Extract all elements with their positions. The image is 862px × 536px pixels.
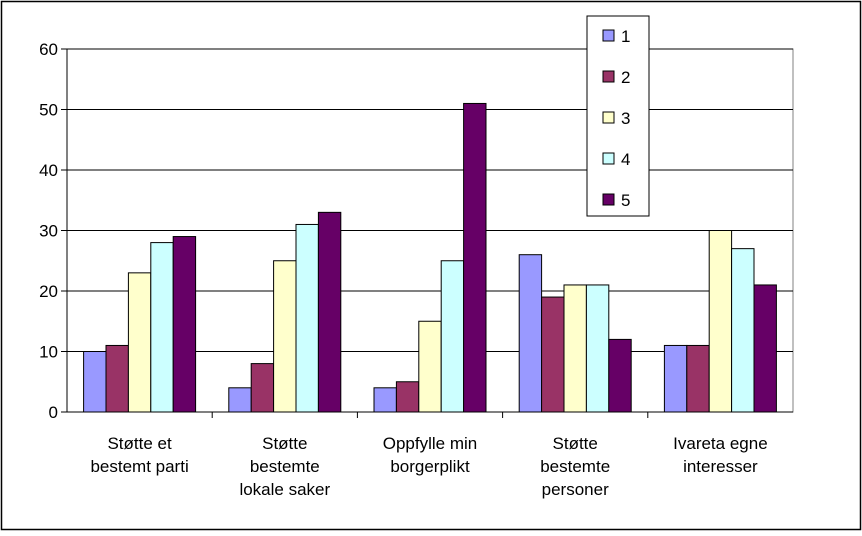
bar (105, 344, 129, 413)
bar (172, 236, 197, 413)
legend-swatch (602, 70, 615, 83)
legend-swatch (602, 111, 615, 124)
x-category-label: bestemt parti (90, 457, 188, 476)
bar (563, 284, 587, 413)
bar (295, 223, 319, 413)
bar (753, 284, 777, 413)
legend-swatch (602, 29, 615, 42)
legend-label: 1 (621, 27, 630, 46)
y-tick-label: 20 (39, 282, 58, 301)
legend-label: 5 (621, 191, 630, 210)
x-category-label: Ivareta egne (673, 434, 768, 453)
x-category-label: bestemte (250, 457, 320, 476)
bar (585, 284, 610, 413)
legend-label: 3 (621, 109, 630, 128)
y-tick-label: 30 (39, 222, 58, 241)
x-category-label: interesser (683, 457, 758, 476)
y-tick-label: 50 (39, 101, 58, 120)
bar (228, 387, 252, 413)
x-category-label: lokale saker (239, 480, 330, 499)
bar (83, 351, 107, 413)
bar (663, 344, 688, 413)
legend-swatch (602, 152, 615, 165)
bar (395, 381, 420, 413)
bar (440, 260, 465, 413)
bar (731, 248, 755, 413)
legend-label: 4 (621, 150, 630, 169)
bar (317, 211, 342, 413)
bar (518, 254, 543, 413)
bar (273, 260, 297, 413)
legend-swatch (602, 193, 615, 206)
legend-label: 2 (621, 68, 630, 87)
y-tick-label: 0 (49, 403, 58, 422)
bar (373, 387, 397, 413)
bar (463, 102, 487, 413)
x-category-label: Støtte (262, 434, 307, 453)
x-category-label: Støtte (553, 434, 598, 453)
bar (150, 242, 174, 413)
legend (586, 15, 650, 217)
x-category-label: borgerplikt (390, 457, 470, 476)
x-category-label: personer (542, 480, 609, 499)
bar (708, 230, 733, 413)
x-category-label: Støtte et (107, 434, 172, 453)
bar (418, 320, 442, 413)
bar (541, 296, 565, 413)
y-tick-label: 40 (39, 161, 58, 180)
y-tick-label: 60 (39, 40, 58, 59)
x-category-label: bestemte (540, 457, 610, 476)
bar (608, 338, 632, 413)
y-tick-label: 10 (39, 343, 58, 362)
bar (250, 363, 275, 413)
bar (127, 272, 152, 413)
x-category-label: Oppfylle min (383, 434, 477, 453)
bar (686, 344, 710, 413)
